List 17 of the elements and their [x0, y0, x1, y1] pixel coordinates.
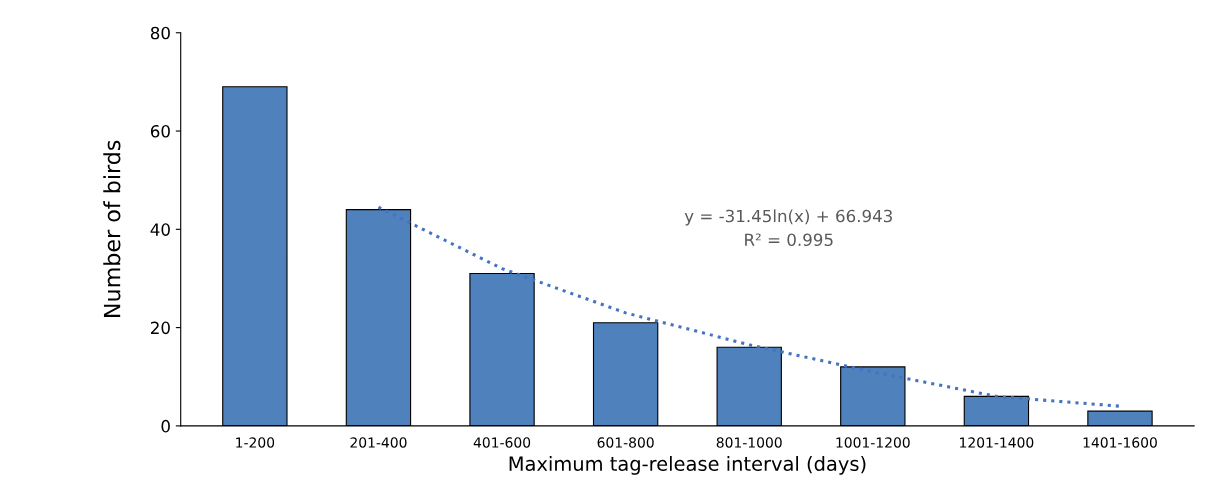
y-tick-label: 0	[161, 419, 170, 433]
x-tick-label: 201-400	[350, 437, 407, 448]
x-tick-label: 1401-1600	[1083, 437, 1157, 448]
x-tick-label: 401-600	[473, 437, 531, 448]
y-axis-title: Number of birds	[103, 140, 121, 317]
x-tick-label: 1-200	[236, 437, 275, 448]
line-series	[376, 205, 1122, 408]
x-axis-title: Maximum tag-release interval (days)	[509, 455, 866, 475]
y-tick-label: 80	[150, 26, 170, 40]
x-tick-label: 1201-1400	[960, 437, 1034, 448]
annotation: y = -31.45ln(x) + 66.943 R² = 0.995	[684, 209, 892, 247]
x-tick-label: 601-800	[597, 437, 654, 448]
y-tick-label: 60	[150, 125, 170, 138]
y-tick-label: 20	[151, 321, 170, 335]
y-tick-label: 40	[150, 223, 170, 236]
x-tick-label: 1001-1200	[836, 437, 910, 448]
x-tick-label: 801-1000	[716, 437, 782, 448]
